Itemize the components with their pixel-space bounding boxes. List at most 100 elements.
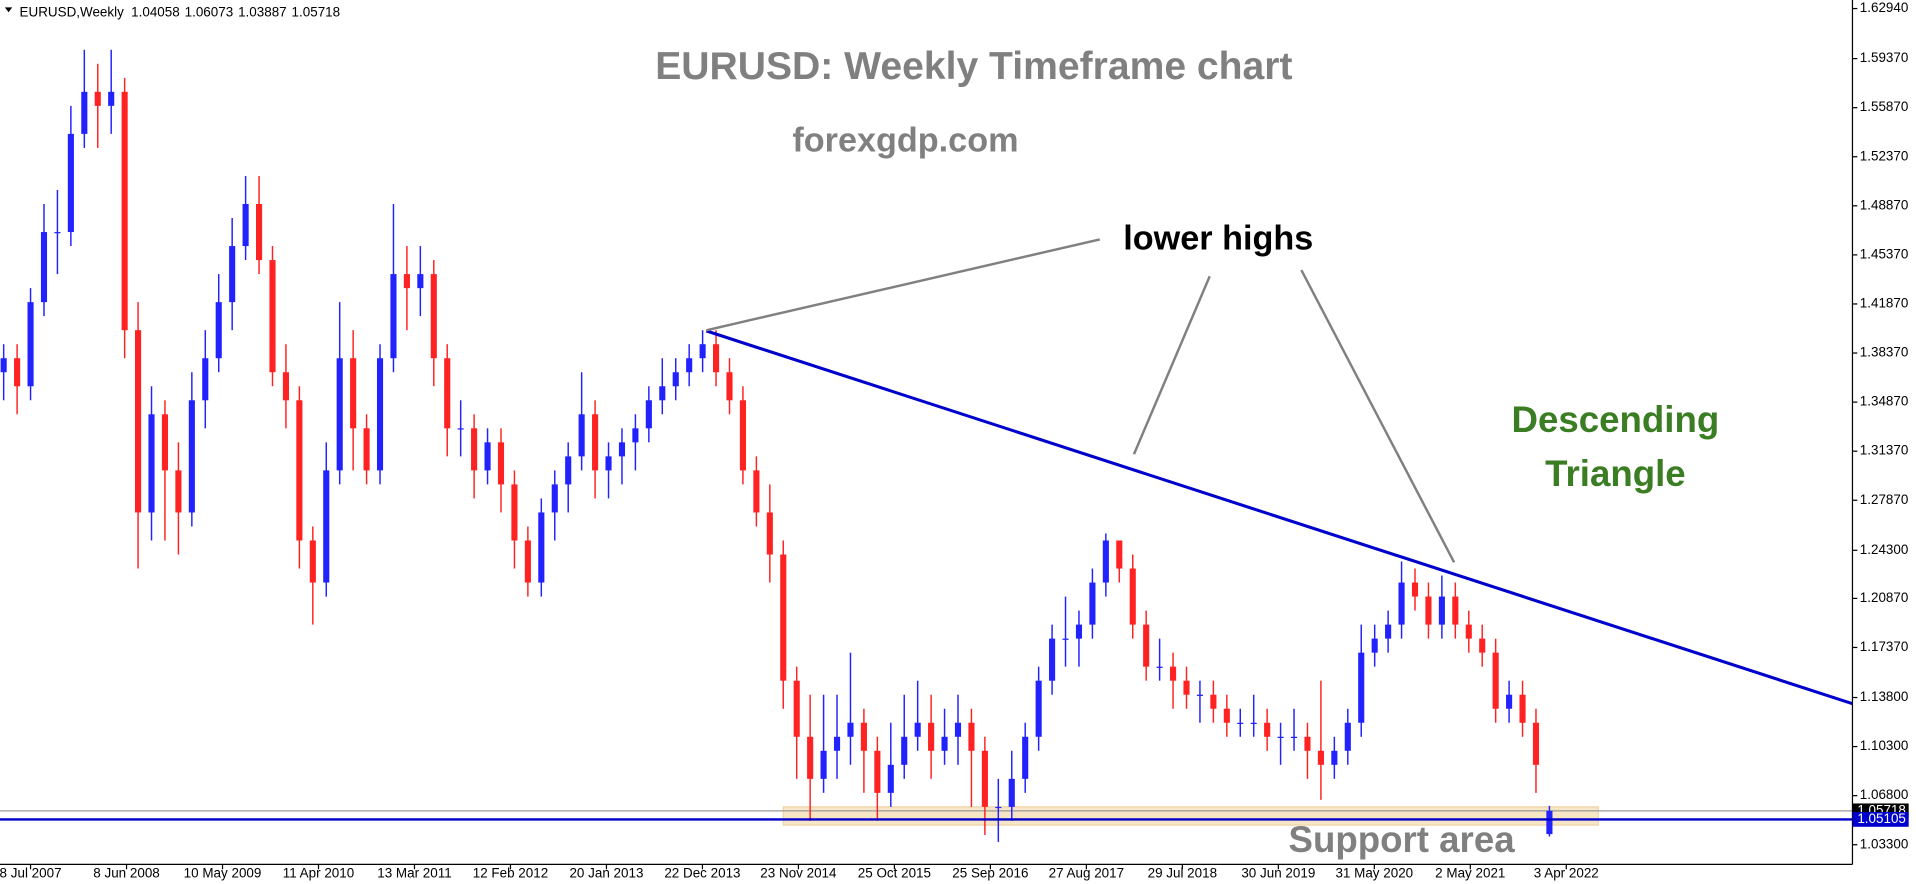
y-tick-label: 1.06800 xyxy=(1860,787,1909,802)
candle-body xyxy=(242,203,249,247)
candle-body xyxy=(1183,680,1190,695)
candle-body xyxy=(753,470,760,513)
pattern-label: Triangle xyxy=(1545,453,1686,494)
candle-body xyxy=(538,512,545,583)
candle-body xyxy=(108,91,115,106)
candle-body xyxy=(928,722,935,751)
candle-body xyxy=(81,91,88,134)
candle-body xyxy=(1546,810,1553,835)
candle-body xyxy=(901,736,908,765)
candle-body xyxy=(1479,638,1486,653)
close: 1.05718 xyxy=(292,4,341,19)
x-tick-label: 29 Jul 2018 xyxy=(1148,866,1217,881)
trendline xyxy=(705,329,1853,706)
candle-body xyxy=(255,203,263,261)
candle-body xyxy=(1465,624,1472,639)
candle-body xyxy=(860,722,867,751)
candle-body xyxy=(833,736,841,751)
candle-body xyxy=(1129,568,1136,625)
x-tick-label: 31 May 2020 xyxy=(1335,866,1413,881)
y-tick-label: 1.13800 xyxy=(1860,689,1909,704)
candle-body xyxy=(1452,596,1459,625)
candle-body xyxy=(430,274,437,359)
candle-body xyxy=(713,344,720,373)
candle-body xyxy=(1250,722,1257,724)
x-tick-label: 13 Mar 2011 xyxy=(377,866,451,881)
y-tick-label: 1.59370 xyxy=(1860,50,1909,65)
candle-body xyxy=(40,232,48,303)
support-box-label: 1.05105 xyxy=(1857,811,1906,826)
candle-body xyxy=(632,428,639,443)
candle-body xyxy=(1264,722,1271,737)
candle-body xyxy=(1519,694,1526,723)
candle-body xyxy=(1506,694,1513,709)
candle-body xyxy=(1385,624,1392,639)
plot-area xyxy=(0,49,1853,842)
menu-arrow[interactable] xyxy=(4,7,13,13)
candle-body xyxy=(390,274,397,359)
x-tick-label: 20 Jan 2013 xyxy=(569,866,643,881)
candle-body xyxy=(1492,652,1499,709)
candle-body xyxy=(269,260,276,373)
candle-body xyxy=(497,442,505,485)
candle-body xyxy=(1075,624,1083,639)
candle-body xyxy=(551,484,558,513)
candle-body xyxy=(1398,582,1405,625)
candle-body xyxy=(1344,722,1351,751)
candle-body xyxy=(14,358,21,387)
candle-body xyxy=(659,386,666,401)
candle-body xyxy=(27,302,34,387)
candle-body xyxy=(1008,778,1015,807)
x-tick-label: 25 Oct 2015 xyxy=(858,866,931,881)
candle-body xyxy=(1223,708,1230,723)
candle-body xyxy=(699,344,706,359)
candle-body xyxy=(444,358,451,429)
y-tick-label: 1.03300 xyxy=(1860,836,1909,851)
high: 1.06073 xyxy=(185,4,234,19)
x-tick-label: 23 Nov 2014 xyxy=(760,866,837,881)
candle-body xyxy=(175,470,182,513)
y-tick-label: 1.24300 xyxy=(1860,542,1909,557)
candle-body xyxy=(323,470,330,583)
candle-body xyxy=(1411,582,1419,597)
x-tick-label: 2 May 2021 xyxy=(1435,866,1505,881)
candle-body xyxy=(565,456,572,485)
candle-body xyxy=(135,330,142,513)
candle-body xyxy=(282,372,289,401)
low: 1.03887 xyxy=(238,4,287,19)
candle-body xyxy=(1438,596,1445,625)
candle-body xyxy=(350,358,357,429)
candle-body xyxy=(1102,540,1109,583)
candle-body xyxy=(376,358,384,471)
candle-body xyxy=(296,400,303,541)
candle-body xyxy=(1237,722,1244,724)
candle-body xyxy=(686,358,693,373)
candle-body xyxy=(1156,666,1163,668)
candle-body xyxy=(1062,638,1069,640)
candle-body xyxy=(0,358,7,373)
candle-body xyxy=(1331,750,1338,765)
candle-body xyxy=(578,414,585,457)
candle-body xyxy=(820,750,827,779)
x-tick-label: 8 Jul 2007 xyxy=(0,866,62,881)
candle-body xyxy=(511,484,518,541)
candle-body xyxy=(1143,624,1150,667)
pattern-label: Descending xyxy=(1512,399,1720,440)
pointer-line xyxy=(1132,275,1211,455)
x-tick-label: 3 Apr 2022 xyxy=(1534,866,1599,881)
symbol-header: EURUSD,Weekly 1.04058 1.06073 1.03887 1.0571… xyxy=(20,4,341,19)
candle-body xyxy=(847,722,854,737)
candle-body xyxy=(807,736,814,779)
candle-body xyxy=(672,372,679,387)
candle-body xyxy=(1304,736,1311,751)
candle-body xyxy=(54,232,61,234)
x-tick-label: 30 Jun 2019 xyxy=(1241,866,1315,881)
x-tick-label: 25 Sep 2016 xyxy=(952,866,1028,881)
y-tick-label: 1.17370 xyxy=(1860,639,1909,654)
candle-body xyxy=(874,750,881,793)
candle-body xyxy=(1532,722,1540,765)
y-tick-label: 1.41870 xyxy=(1860,296,1909,311)
candle-body xyxy=(524,540,531,583)
candle-body xyxy=(793,680,800,737)
